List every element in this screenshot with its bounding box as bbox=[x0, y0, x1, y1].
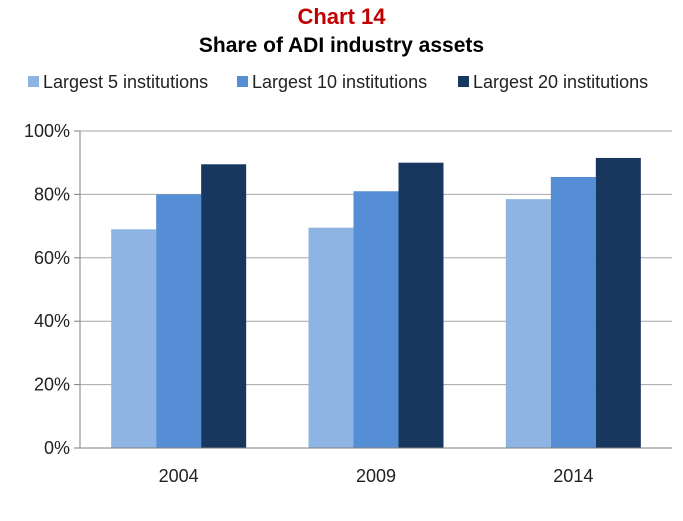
chart-subtitle: Share of ADI industry assets bbox=[199, 34, 484, 57]
bar bbox=[353, 191, 399, 449]
y-tick-label: 0% bbox=[44, 438, 70, 458]
y-tick-label: 40% bbox=[34, 311, 70, 331]
legend-item: Largest 5 institutions bbox=[28, 72, 208, 92]
bars bbox=[111, 157, 641, 449]
y-tick-label: 60% bbox=[34, 248, 70, 268]
legend: Largest 5 institutions Largest 10 institu… bbox=[28, 72, 648, 92]
y-tick-label: 80% bbox=[34, 184, 70, 204]
bar bbox=[308, 227, 354, 448]
axes: 0% 20% 40% 60% 80% 100% 2004 2009 2014 bbox=[24, 121, 672, 486]
chart-title: Chart 14 bbox=[297, 4, 386, 29]
legend-item: Largest 10 institutions bbox=[237, 72, 427, 92]
x-tick-label: 2004 bbox=[159, 466, 199, 486]
bar bbox=[398, 162, 444, 448]
legend-label: Largest 10 institutions bbox=[252, 72, 427, 92]
x-tick-label: 2009 bbox=[356, 466, 396, 486]
x-tick-label: 2014 bbox=[553, 466, 593, 486]
y-tick-label: 20% bbox=[34, 375, 70, 395]
bar bbox=[550, 176, 596, 448]
legend-swatch bbox=[237, 76, 248, 87]
legend-swatch bbox=[28, 76, 39, 87]
legend-label: Largest 5 institutions bbox=[43, 72, 208, 92]
legend-item: Largest 20 institutions bbox=[458, 72, 648, 92]
bar bbox=[595, 157, 641, 448]
bar bbox=[505, 199, 551, 448]
legend-label: Largest 20 institutions bbox=[473, 72, 648, 92]
bar bbox=[156, 194, 202, 448]
bar bbox=[201, 164, 247, 448]
bar bbox=[111, 229, 157, 448]
legend-swatch bbox=[458, 76, 469, 87]
y-tick-label: 100% bbox=[24, 121, 70, 141]
